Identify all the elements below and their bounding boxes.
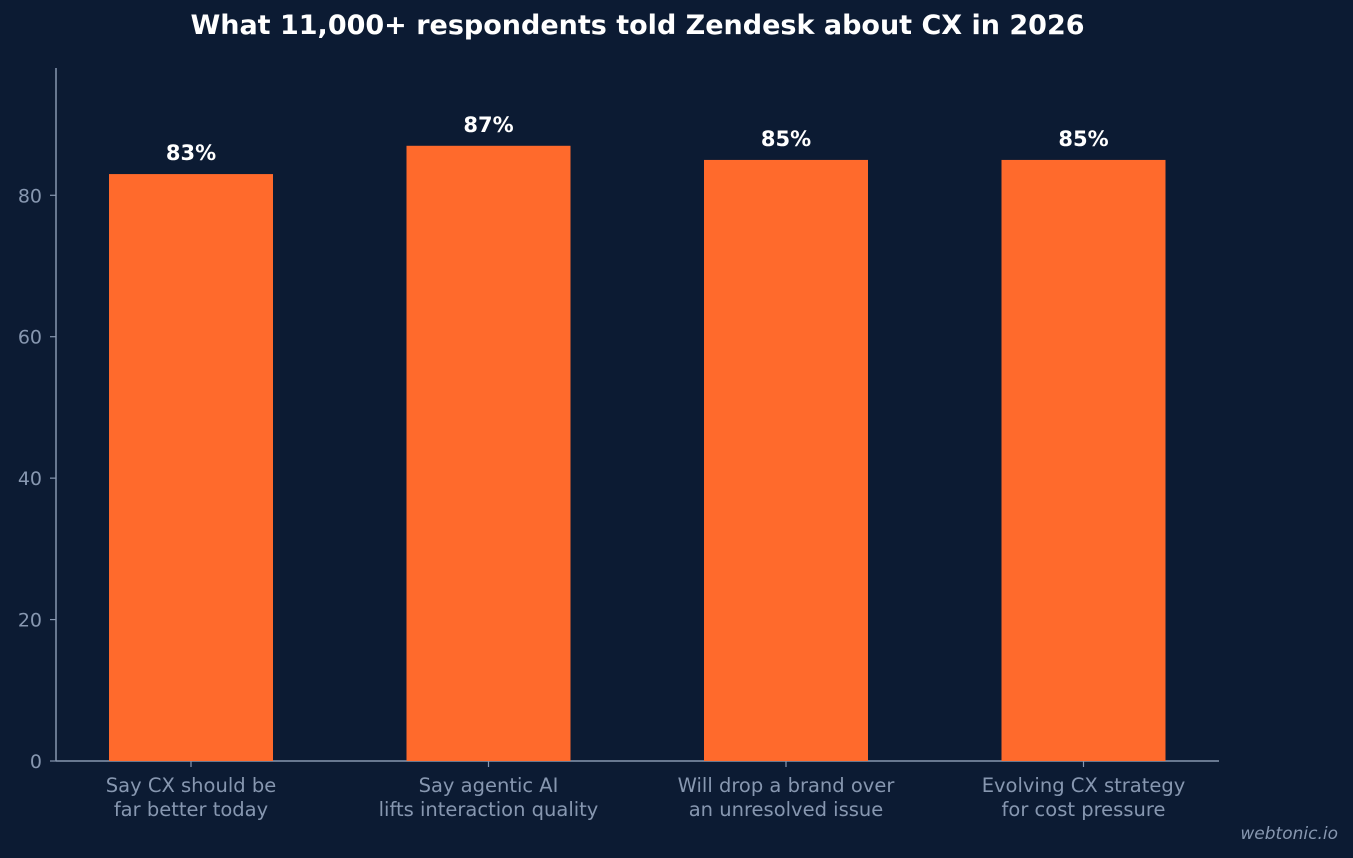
x-tick-label: Evolving CX strategy for cost pressure — [982, 774, 1186, 821]
x-tick-label-line: Will drop a brand over — [678, 774, 896, 797]
y-tick-label: 20 — [18, 610, 42, 632]
y-tick-label: 60 — [18, 327, 42, 349]
x-tick-label-line: far better today — [114, 798, 268, 821]
data-label: 85% — [761, 127, 811, 151]
x-axis: Say CX should be far better today Say agen… — [56, 760, 1219, 821]
x-tick-label-line: Say agentic AI — [419, 774, 559, 797]
x-tick-label-line: lifts interaction quality — [379, 798, 599, 821]
data-labels: 83% 87% 85% 85% — [166, 113, 1109, 165]
x-tick-label-line: Say CX should be — [106, 774, 276, 797]
data-label: 85% — [1058, 127, 1108, 151]
bar — [704, 159, 868, 761]
x-tick-label: Say agentic AI lifts interaction quality — [379, 774, 599, 821]
y-tick-label: 40 — [18, 468, 42, 490]
x-tick-label-line: an unresolved issue — [689, 798, 884, 821]
chart-title: What 11,000+ respondents told Zendesk ab… — [190, 10, 1085, 41]
watermark: webtonic.io — [1240, 824, 1338, 844]
x-tick-label: Say CX should be far better today — [106, 774, 276, 821]
bar — [109, 174, 273, 762]
bar — [406, 145, 571, 762]
x-tick-label-line: for cost pressure — [1002, 798, 1166, 821]
y-axis: 0 20 40 60 80 — [18, 68, 57, 773]
bars — [109, 145, 1166, 762]
y-tick-label: 0 — [30, 751, 42, 773]
x-tick-label: Will drop a brand over an unresolved issu… — [678, 774, 896, 821]
x-tick-label-line: Evolving CX strategy — [982, 774, 1186, 797]
data-label: 87% — [463, 113, 513, 137]
y-tick-label: 80 — [18, 185, 42, 207]
bar — [1001, 159, 1166, 761]
data-label: 83% — [166, 141, 216, 165]
